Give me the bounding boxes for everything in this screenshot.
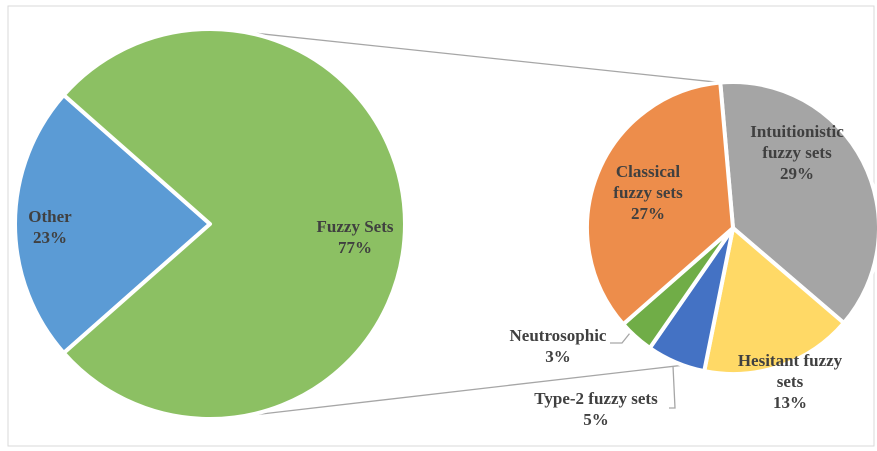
connector-line [243,31,721,84]
pie-slice [585,80,735,327]
slice-value-label: 3% [545,347,571,366]
pie-slice [702,226,846,376]
slice-label: Neutrosophic [510,326,607,345]
slice-value-label: 27% [631,204,665,223]
slice-value-label: 13% [773,393,807,412]
leader-line [610,332,631,344]
slice-value-label: 5% [583,410,609,429]
slice-label: Type-2 fuzzy sets [534,389,658,408]
slice-value-label: 77% [338,238,372,257]
slice-value-label: 29% [780,164,814,183]
pie-slice [718,80,877,325]
slice-label: Hesitant fuzzy sets [738,351,843,391]
leader-line [669,365,676,409]
slice-label: Fuzzy Sets [317,217,394,236]
slice-value-label: 23% [33,228,67,247]
chart-body: Other 23% Fuzzy Sets 77% Intuitionistic fuzzy… [13,27,877,429]
connector-line [243,364,684,417]
pie-slice [13,93,212,355]
slice-label: Classical fuzzy sets [613,162,683,202]
slice-label: Other [28,207,72,226]
slice-label: Intuitionistic fuzzy sets [750,122,844,162]
pie-slice [61,27,407,421]
